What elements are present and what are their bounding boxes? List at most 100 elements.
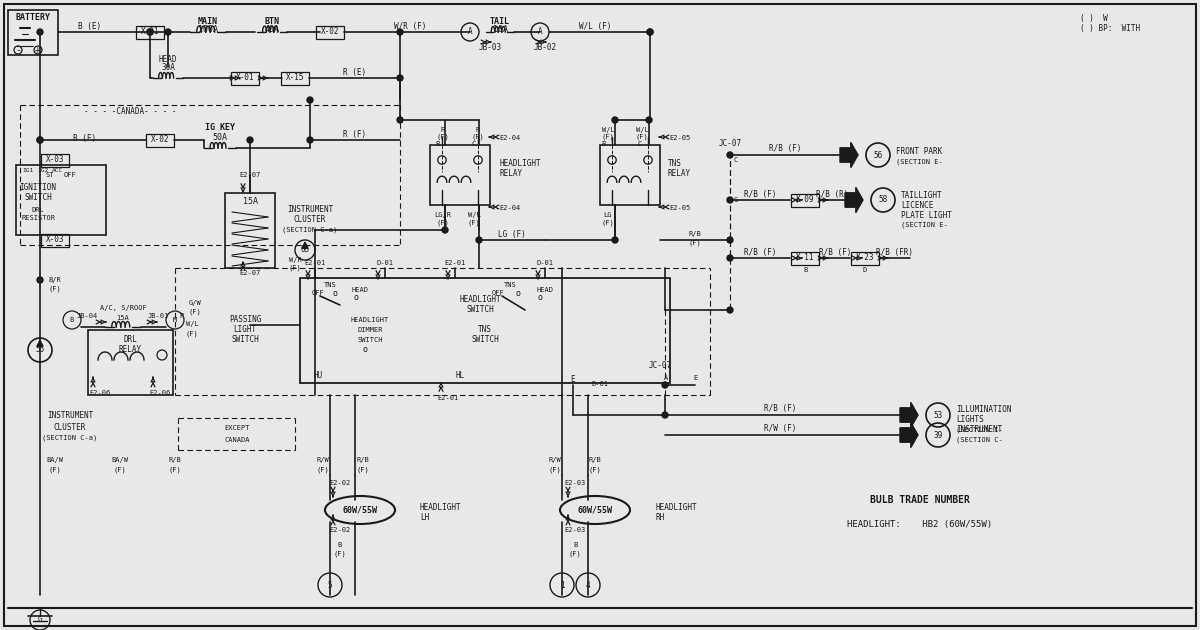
Text: (F): (F) [114, 467, 126, 473]
Bar [851, 251, 878, 265]
Text: X-02: X-02 [151, 135, 169, 144]
Text: o: o [538, 294, 542, 302]
Text: (F): (F) [49, 286, 61, 292]
Text: R/B (F): R/B (F) [744, 190, 776, 198]
Polygon shape [845, 187, 863, 212]
Text: B: B [803, 267, 808, 273]
Text: 55: 55 [35, 345, 44, 355]
Text: B/R: B/R [49, 277, 61, 283]
Circle shape [727, 152, 733, 158]
Text: 56: 56 [874, 151, 883, 159]
Text: ( ) BP:  WITH: ( ) BP: WITH [1080, 23, 1140, 33]
Text: P: P [180, 313, 184, 319]
Text: (F): (F) [169, 467, 181, 473]
Text: o: o [332, 289, 337, 297]
Text: X-23: X-23 [856, 253, 875, 263]
Text: X-01: X-01 [140, 28, 160, 37]
Text: B (E): B (E) [78, 23, 102, 32]
Text: TNS: TNS [324, 282, 336, 288]
Circle shape [307, 137, 313, 143]
Text: R (E): R (E) [343, 67, 366, 76]
Text: (F): (F) [468, 220, 480, 226]
Text: R/B (F): R/B (F) [769, 144, 802, 154]
Text: E: E [571, 375, 575, 384]
Circle shape [148, 29, 154, 35]
Circle shape [612, 117, 618, 123]
Text: R/B (F): R/B (F) [744, 248, 776, 256]
Text: IGNITION: IGNITION [19, 183, 56, 193]
Text: 4: 4 [586, 580, 590, 590]
Text: HU: HU [313, 370, 323, 379]
Text: TNS: TNS [504, 282, 516, 288]
Text: HEADLIGHT: HEADLIGHT [420, 503, 462, 512]
Text: DIMMER: DIMMER [358, 327, 383, 333]
Text: o: o [516, 289, 521, 297]
Text: G/W: G/W [188, 300, 202, 306]
Text: HEAD: HEAD [536, 287, 553, 293]
Bar [146, 134, 174, 147]
Text: R/B: R/B [689, 231, 701, 237]
Circle shape [37, 137, 43, 143]
Text: (SECTION C-a): (SECTION C-a) [42, 435, 97, 441]
Text: X-03: X-03 [46, 236, 65, 244]
Text: JB-02: JB-02 [534, 43, 557, 52]
Text: EXCEPT: EXCEPT [224, 425, 250, 431]
Text: ILLUMINATION: ILLUMINATION [956, 406, 1012, 415]
Text: R/B (F): R/B (F) [764, 403, 796, 413]
Text: o: o [354, 294, 359, 302]
Text: X-02: X-02 [320, 28, 340, 37]
Text: R/B (F): R/B (F) [818, 248, 851, 256]
Circle shape [397, 29, 403, 35]
Text: PLATE LIGHT: PLATE LIGHT [901, 210, 952, 219]
Circle shape [727, 237, 733, 243]
Text: IG2: IG2 [37, 168, 49, 173]
Text: C: C [734, 157, 738, 163]
Text: SWITCH: SWITCH [466, 306, 494, 314]
Circle shape [37, 29, 43, 35]
Text: E2-01: E2-01 [305, 260, 325, 266]
Text: G: G [734, 197, 738, 203]
Text: ACC: ACC [53, 168, 64, 173]
Text: (F): (F) [569, 551, 581, 558]
Circle shape [662, 412, 668, 418]
Text: JB-03: JB-03 [479, 43, 502, 52]
Text: (F): (F) [437, 134, 449, 140]
Circle shape [647, 29, 653, 35]
Text: B: B [338, 542, 342, 548]
Text: 15A: 15A [242, 197, 258, 207]
Text: R/B (R): R/B (R) [816, 190, 848, 198]
Text: (F): (F) [689, 240, 701, 246]
Text: (SECTION C-: (SECTION C- [956, 437, 1003, 444]
Text: TNS: TNS [668, 159, 682, 168]
Text: (SECTION E-: (SECTION E- [896, 159, 943, 165]
Text: (F): (F) [601, 134, 614, 140]
Text: R/B: R/B [589, 457, 601, 463]
Text: R: R [440, 127, 445, 133]
Circle shape [727, 255, 733, 261]
Text: B: B [436, 141, 440, 147]
Bar [791, 251, 818, 265]
Text: (SECTION C-a): (SECTION C-a) [282, 227, 337, 233]
Circle shape [662, 382, 668, 388]
Bar [281, 71, 310, 84]
Text: (F): (F) [548, 467, 562, 473]
Circle shape [647, 29, 653, 35]
Circle shape [646, 117, 652, 123]
Text: W/L: W/L [601, 127, 614, 133]
Bar [300, 278, 670, 383]
Text: R/B (FR): R/B (FR) [876, 248, 913, 256]
Text: SWITCH: SWITCH [24, 193, 52, 202]
Text: SWITCH: SWITCH [358, 337, 383, 343]
Text: X-11: X-11 [796, 253, 815, 263]
Circle shape [476, 237, 482, 243]
Text: (F): (F) [317, 467, 329, 473]
Text: 10A: 10A [492, 25, 508, 35]
Bar [791, 193, 818, 207]
Circle shape [727, 197, 733, 203]
Text: (F): (F) [601, 220, 614, 226]
Text: R/W (F): R/W (F) [764, 423, 796, 433]
Text: X-15: X-15 [286, 74, 305, 83]
Text: HEADLIGHT: HEADLIGHT [460, 295, 500, 304]
Text: R (F): R (F) [343, 130, 366, 139]
Text: BA/W: BA/W [112, 457, 128, 463]
